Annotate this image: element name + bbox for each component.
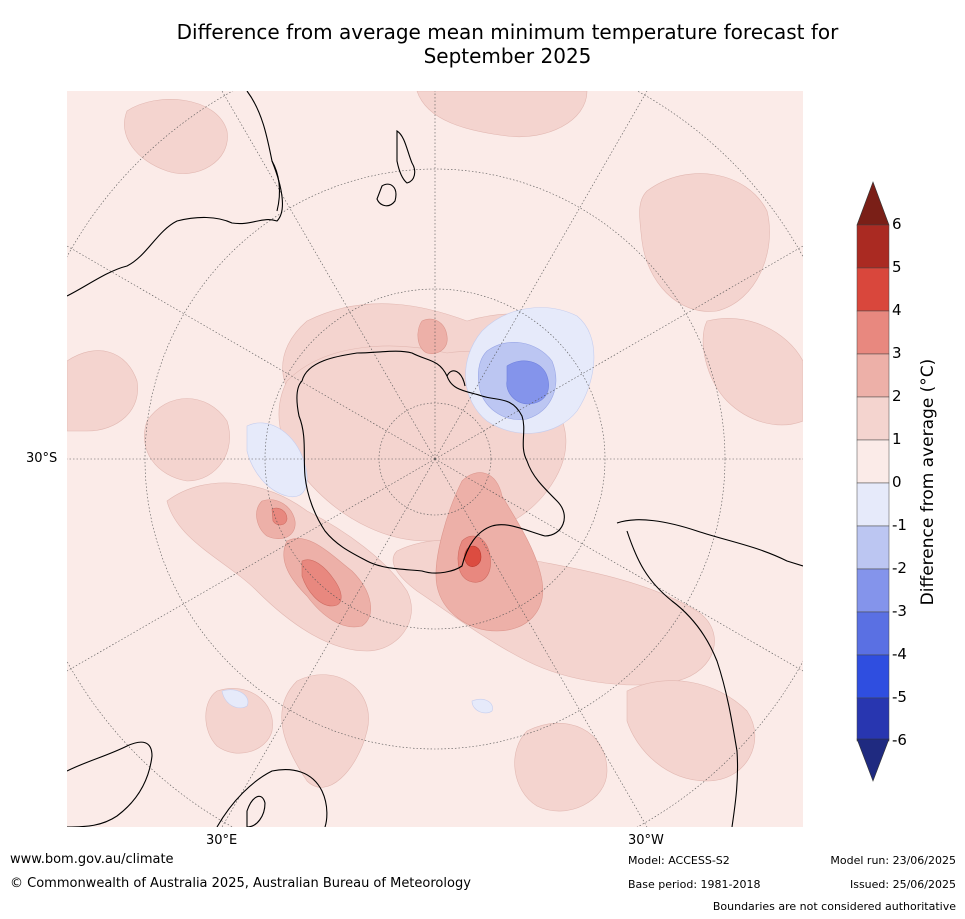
antarctica-coast <box>296 350 565 574</box>
australia-coast <box>67 91 283 297</box>
colorbar-tick-label: 2 <box>892 387 902 405</box>
title-line-2: September 2025 <box>423 44 592 68</box>
polar-map <box>67 91 803 827</box>
coastlines <box>67 91 803 827</box>
colorbar-tick-label: -4 <box>892 645 907 663</box>
anomaly-band-neg3-neg2 <box>506 360 549 405</box>
footer-base-period: Base period: 1981-2018 <box>628 878 761 891</box>
footer-issued: Issued: 25/06/2025 <box>849 878 956 891</box>
lon-label-30e: 30°E <box>206 833 238 848</box>
colorbar-tick-label: -6 <box>892 731 907 749</box>
footer-model: Model: ACCESS-S2 <box>628 854 730 867</box>
colorbar-under-arrow <box>856 738 890 782</box>
title-line-1: Difference from average mean minimum tem… <box>176 20 839 44</box>
colorbar-tick-label: 5 <box>892 258 902 276</box>
map-title: Difference from average mean minimum tem… <box>0 20 965 68</box>
footer-copyright: © Commonwealth of Australia 2025, Austra… <box>10 876 471 891</box>
colorbar-bin <box>856 439 890 484</box>
colorbar-bin <box>856 525 890 570</box>
africa-coast <box>67 741 153 827</box>
lat-label-30s: 30°S <box>26 451 58 466</box>
footer-website[interactable]: www.bom.gov.au/climate <box>10 852 174 867</box>
colorbar-tick-label: -3 <box>892 602 907 620</box>
colorbar-bin <box>856 224 890 269</box>
colorbar-bin <box>856 396 890 441</box>
colorbar-bins <box>856 224 890 742</box>
colorbar-label: Difference from average (°C) <box>918 358 938 606</box>
colorbar <box>856 181 890 782</box>
colorbar-over-arrow <box>856 181 890 226</box>
colorbar-tick-label: 6 <box>892 215 902 233</box>
colorbar-tick-label: -5 <box>892 688 907 706</box>
anomaly-band-4-5 <box>464 545 482 567</box>
colorbar-tick-label: 4 <box>892 301 902 319</box>
south-america-coast <box>616 519 803 567</box>
new-zealand-coast <box>396 130 416 184</box>
colorbar-bin <box>856 654 890 699</box>
colorbar-bin <box>856 267 890 312</box>
colorbar-bin <box>856 310 890 355</box>
colorbar-bin <box>856 611 890 656</box>
colorbar-bin <box>856 353 890 398</box>
colorbar-bin <box>856 568 890 613</box>
colorbar-tick-label: 1 <box>892 430 902 448</box>
anomaly-band-3-4 <box>271 507 491 607</box>
graticule <box>67 91 803 827</box>
footer-disclaimer: Boundaries are not considered authoritat… <box>712 900 956 913</box>
colorbar-bin <box>856 697 890 742</box>
colorbar-tick-label: -1 <box>892 516 907 534</box>
colorbar-bin <box>856 482 890 527</box>
colorbar-tick-label: 3 <box>892 344 902 362</box>
footer-model-run: Model run: 23/06/2025 <box>830 854 956 867</box>
colorbar-tick-label: -2 <box>892 559 907 577</box>
colorbar-tick-label: 0 <box>892 473 902 491</box>
lon-label-30w: 30°W <box>628 833 664 848</box>
